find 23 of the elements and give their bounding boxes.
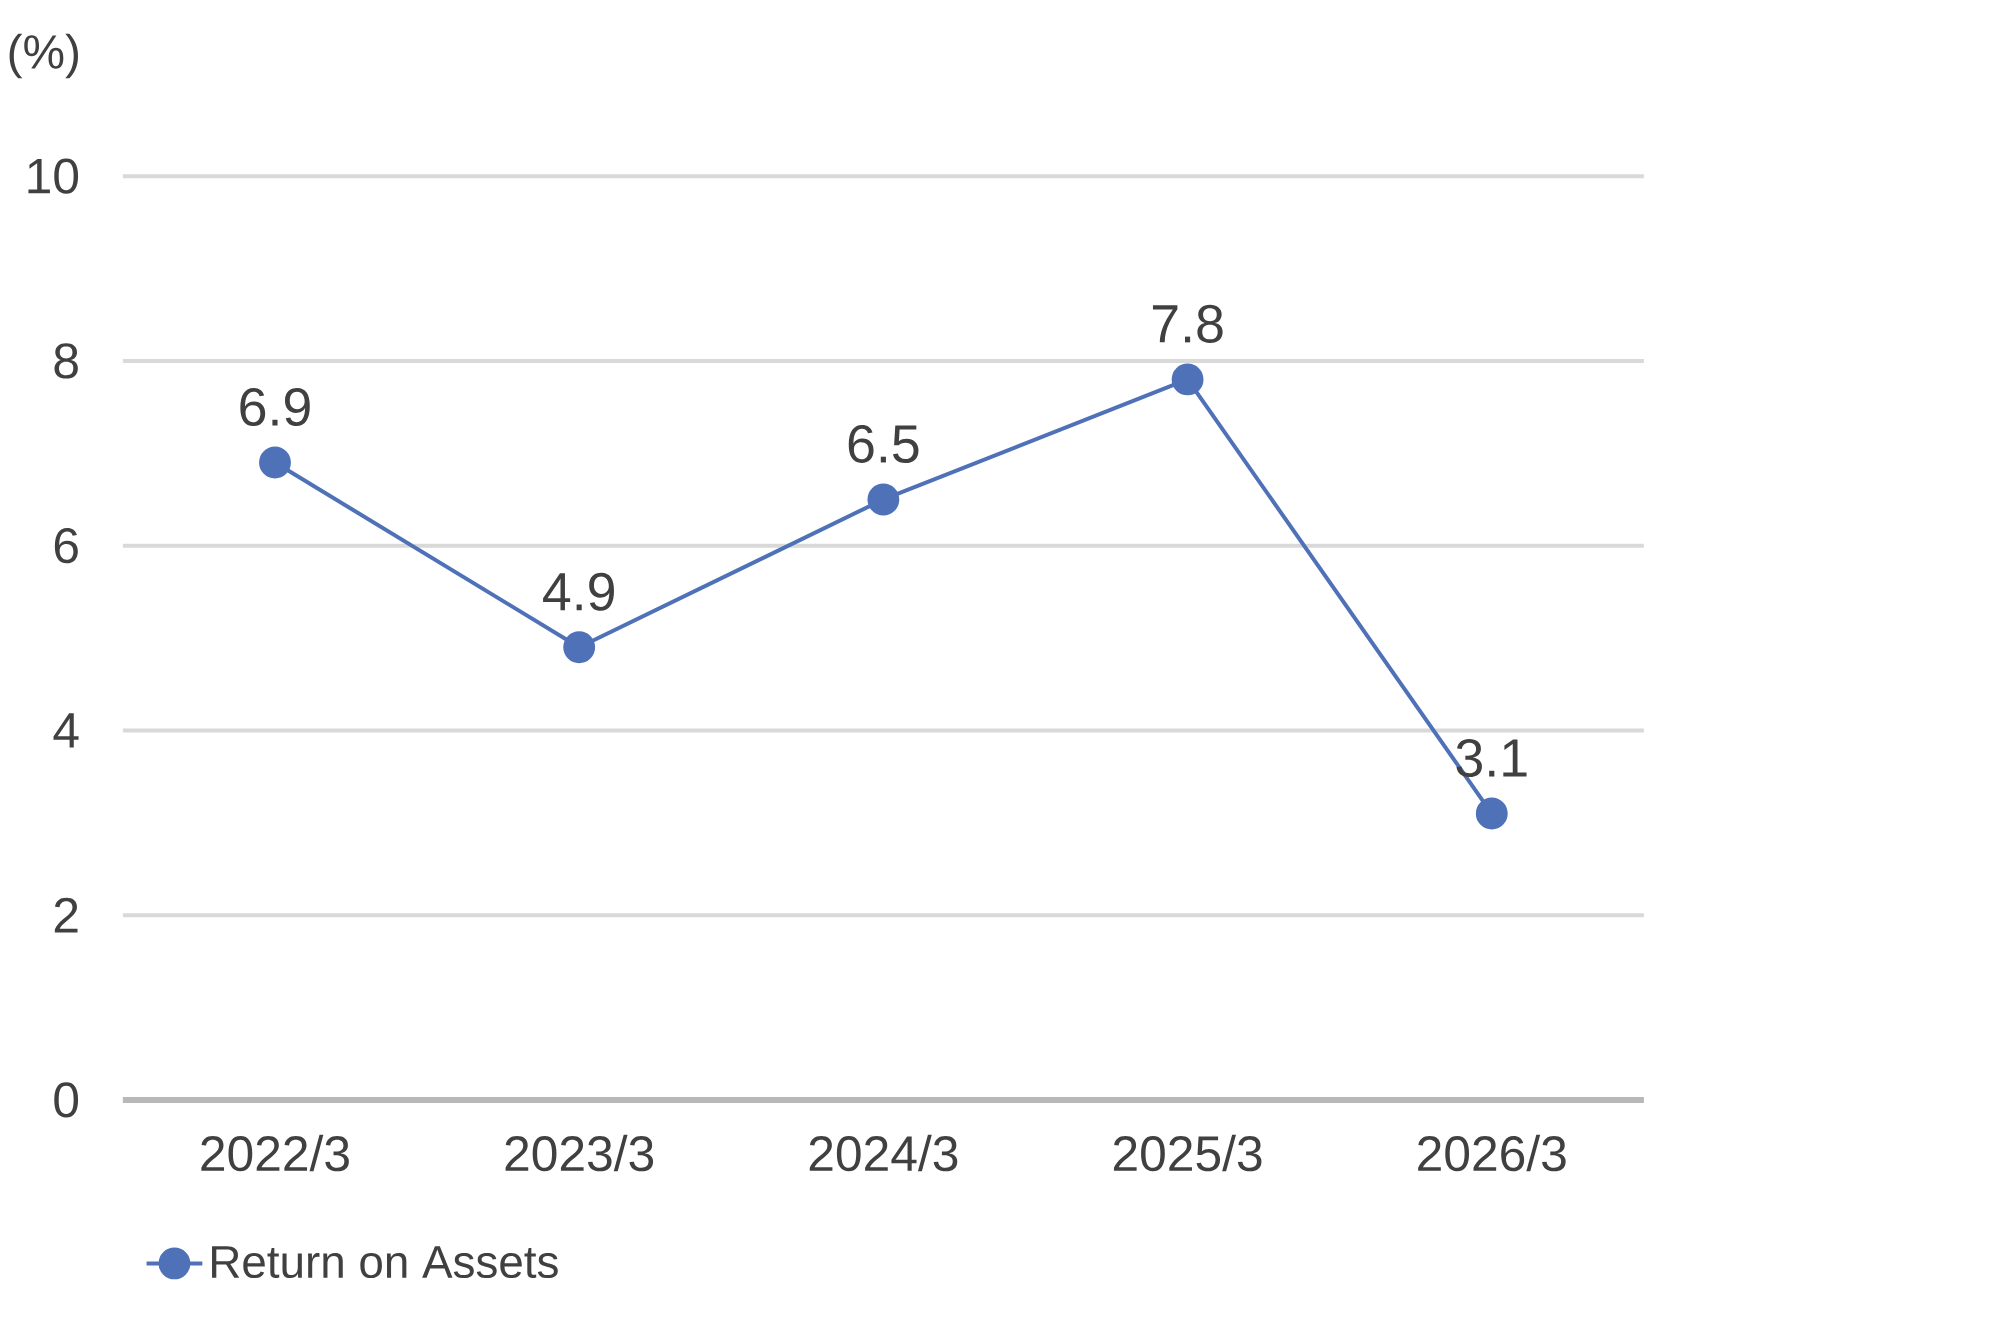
point [563, 631, 596, 664]
point [1171, 363, 1204, 396]
x-tick-label: 2026/3 [1418, 1134, 1566, 1172]
point [867, 483, 900, 516]
x-tick-label: 2025/3 [1113, 1134, 1262, 1172]
data-label: 7.8 [1152, 304, 1223, 343]
y-tick-label: 2 [54, 897, 78, 933]
point [1475, 797, 1508, 830]
y-tick-label: 10 [28, 158, 79, 194]
point [259, 446, 291, 479]
y-tick-label: 4 [53, 713, 79, 748]
data-label: 6.5 [848, 425, 919, 464]
y-tick-label: 0 [54, 1082, 79, 1118]
x-tick-label: 2022/3 [201, 1134, 349, 1172]
data-label: 3.1 [1456, 739, 1527, 778]
data-label: 6.9 [240, 388, 310, 427]
x-tick-label: 2024/3 [809, 1134, 958, 1172]
legend-label: Return on Assets [212, 1246, 558, 1279]
y-axis-title: (%) [9, 33, 78, 79]
x-tick-label: 2023/3 [505, 1134, 654, 1172]
y-tick-label: 6 [54, 528, 78, 564]
y-tick-label: 8 [54, 343, 78, 379]
data-label: 4.9 [543, 572, 614, 611]
